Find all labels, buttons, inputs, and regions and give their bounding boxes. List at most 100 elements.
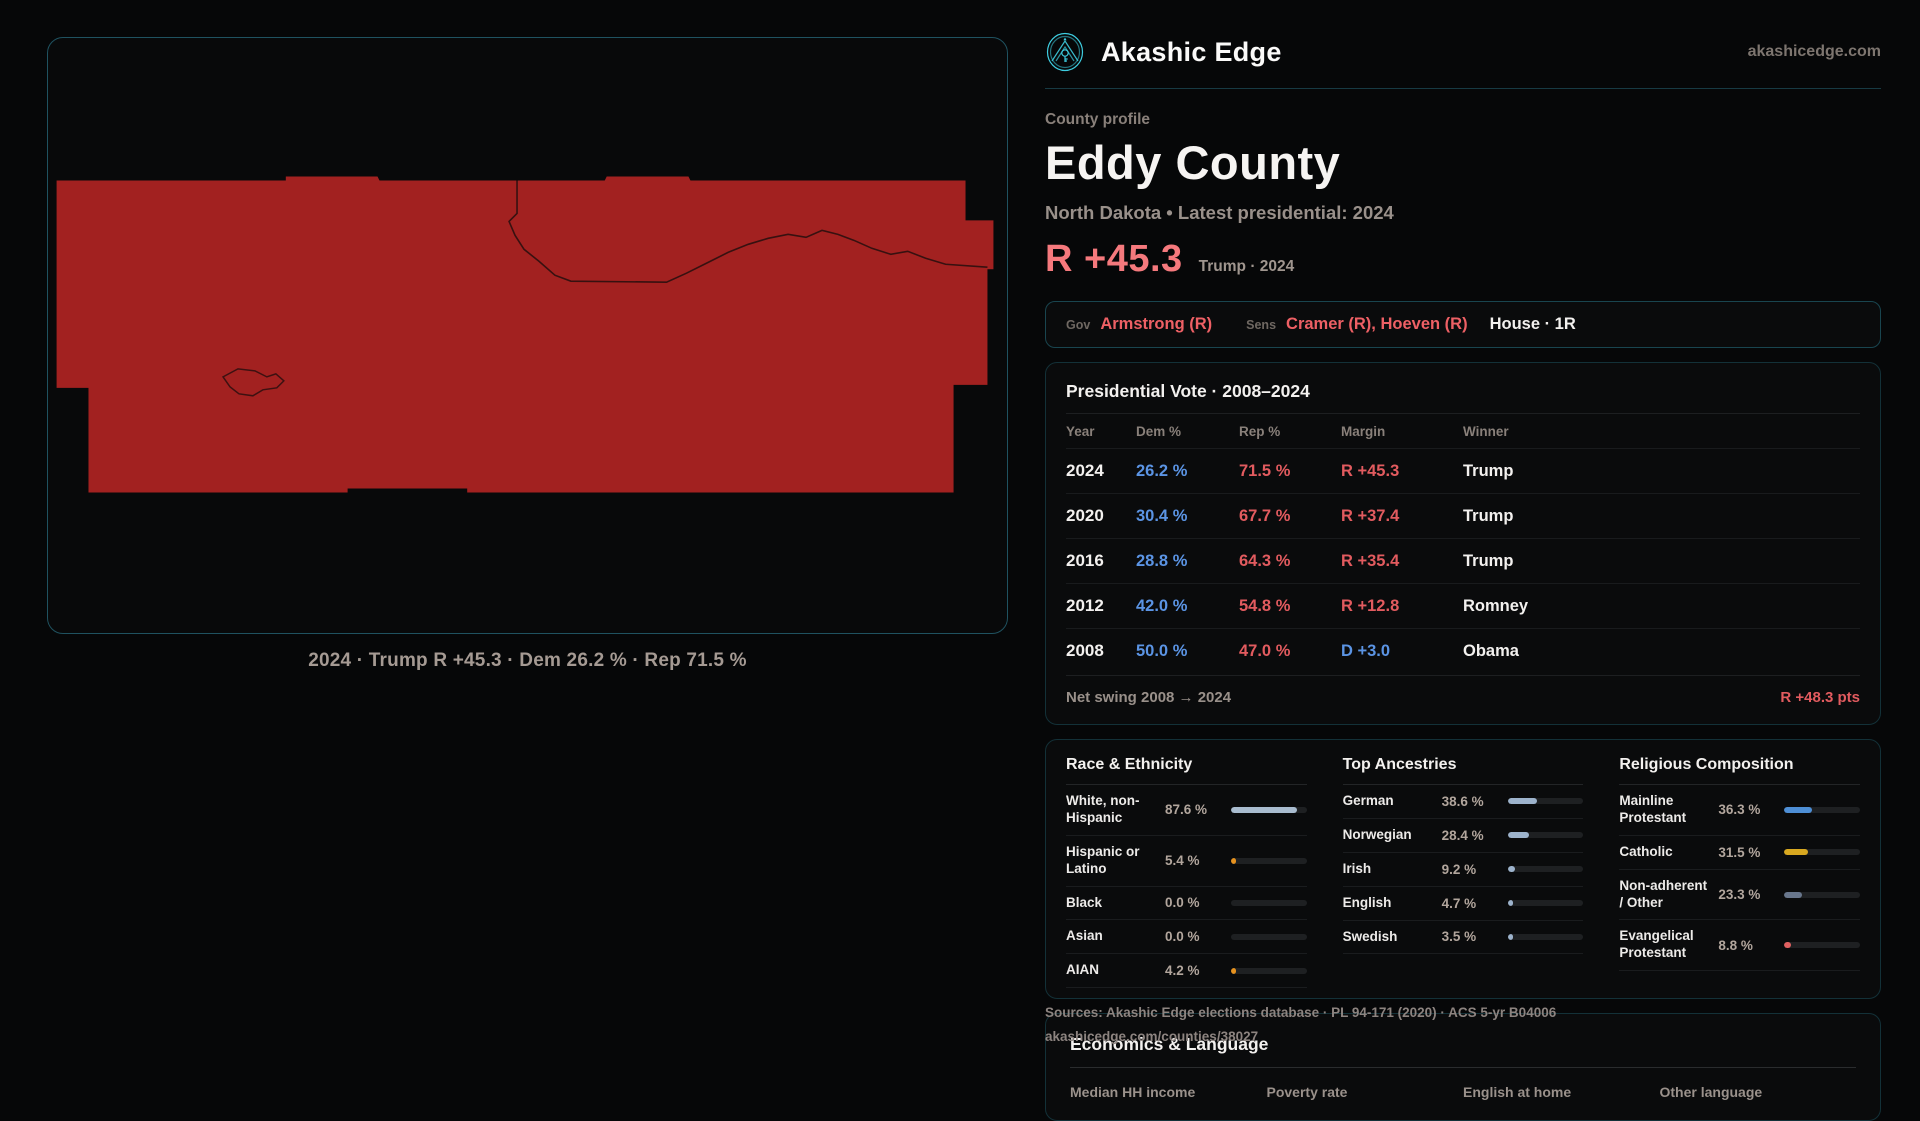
- pres-dem-cell: 50.0 %: [1136, 641, 1188, 660]
- pres-rep-cell: 67.7 %: [1239, 506, 1291, 525]
- demo-bar-fill: [1231, 806, 1298, 813]
- governor-name: Armstrong (R): [1100, 315, 1213, 333]
- demo-bar-fill: [1507, 866, 1515, 873]
- demo-value: 0.0 %: [1165, 895, 1200, 911]
- sens-label: Sens: [1246, 318, 1277, 332]
- demo-row: White, non-Hispanic 87.6 %: [1066, 785, 1307, 836]
- demo-bar-track: [1784, 891, 1860, 898]
- demo-bar-track: [1507, 798, 1584, 805]
- presidential-table-body: 2024 26.2 % 71.5 % R +45.3 Trump 2020 30.4 % 67…: [1066, 448, 1860, 673]
- latest-margin: R +45.3 Trump · 2024: [1045, 238, 1881, 281]
- econ-column-header: Other language: [1659, 1084, 1763, 1101]
- pres-column-header: Margin: [1341, 424, 1386, 439]
- demo-value: 3.5 %: [1441, 929, 1477, 945]
- demo-bar-fill: [1784, 942, 1791, 949]
- econ-column-header: Median HH income: [1070, 1084, 1196, 1101]
- demo-bar-track: [1231, 899, 1307, 906]
- demo-bar-track: [1784, 942, 1860, 949]
- presidential-vote-card: Presidential Vote · 2008–2024 Year Dem % R…: [1045, 362, 1881, 725]
- demo-row: AIAN 4.2 %: [1066, 954, 1307, 989]
- house-delegation: House · 1R: [1489, 315, 1576, 333]
- demo-row: Asian 0.0 %: [1066, 920, 1307, 955]
- demo-value: 87.6 %: [1165, 802, 1208, 818]
- pres-table-row: 2008 50.0 % 47.0 % D +3.0 Obama: [1066, 628, 1860, 673]
- top-ancestries-title: Top Ancestries: [1342, 756, 1584, 785]
- demo-bar-fill: [1507, 900, 1513, 907]
- demo-label: Catholic: [1619, 843, 1673, 859]
- pres-table-row: 2024 26.2 % 71.5 % R +45.3 Trump: [1066, 448, 1860, 493]
- demo-bar-fill: [1231, 857, 1236, 864]
- demo-value: 5.4 %: [1165, 853, 1200, 869]
- pres-winner-cell: Trump: [1463, 506, 1514, 525]
- pres-margin-cell: D +3.0: [1341, 641, 1391, 660]
- officials-bar: Gov Armstrong (R) Sens Cramer (R), Hoeve…: [1045, 301, 1881, 348]
- akashic-edge-logo-icon[interactable]: [1045, 32, 1085, 72]
- pres-winner-cell: Trump: [1463, 551, 1514, 570]
- pres-rep-cell: 47.0 %: [1239, 641, 1291, 660]
- net-swing-label: Net swing 2008 → 2024: [1066, 689, 1232, 706]
- demo-row: Non-adherent / Other 23.3 %: [1619, 870, 1860, 921]
- demo-label: Black: [1066, 894, 1103, 910]
- demo-bar-track: [1507, 866, 1584, 873]
- site-link[interactable]: akashicedge.com: [1747, 43, 1881, 60]
- pres-year-cell: 2024: [1066, 461, 1104, 480]
- map-caption: 2024 · Trump R +45.3 · Dem 26.2 % · Rep …: [308, 650, 747, 671]
- demo-row: German 38.6 %: [1342, 785, 1584, 819]
- pres-dem-cell: 26.2 %: [1136, 461, 1188, 480]
- pres-winner-cell: Romney: [1463, 596, 1529, 615]
- pres-column-header: Winner: [1463, 424, 1509, 439]
- county-map-panel: [47, 37, 1008, 634]
- demo-label: Evangelical Protestant: [1619, 928, 1694, 961]
- pres-margin-cell: R +12.8: [1341, 596, 1400, 615]
- demo-row: Evangelical Protestant 8.8 %: [1619, 920, 1860, 972]
- economics-table-header: Median HH income Poverty rate English at h…: [1070, 1084, 1856, 1100]
- pres-year-cell: 2012: [1066, 596, 1104, 615]
- demo-value: 23.3 %: [1718, 887, 1761, 902]
- pres-rep-cell: 71.5 %: [1239, 461, 1291, 480]
- religious-composition-title: Religious Composition: [1619, 756, 1860, 785]
- demo-value: 8.8 %: [1718, 937, 1753, 953]
- senators-names: Cramer (R), Hoeven (R): [1286, 315, 1468, 333]
- demo-row: Irish 9.2 %: [1342, 853, 1584, 887]
- demo-bar-track: [1231, 806, 1307, 813]
- pres-margin-cell: R +35.4: [1341, 551, 1400, 570]
- demo-value: 36.3 %: [1718, 802, 1761, 818]
- demo-bar-fill: [1784, 806, 1812, 813]
- demographics-card: Race & Ethnicity White, non-Hispanic 87.6…: [1045, 739, 1881, 1000]
- presidential-table-header: Year Dem % Rep % Margin Winner: [1066, 414, 1860, 448]
- gov-label: Gov: [1066, 318, 1091, 332]
- demo-bar-track: [1507, 933, 1584, 940]
- pres-rep-cell: 64.3 %: [1239, 551, 1291, 570]
- demo-row: Swedish 3.5 %: [1342, 921, 1584, 955]
- page-title: Eddy County: [1045, 136, 1341, 189]
- margin-context: Trump · 2024: [1198, 258, 1295, 275]
- pres-winner-cell: Obama: [1463, 641, 1519, 660]
- net-swing-row: Net swing 2008 → 2024 R +48.3 pts: [1066, 675, 1860, 710]
- demo-bar-track: [1231, 967, 1307, 974]
- pres-year-cell: 2020: [1066, 506, 1104, 525]
- demo-value: 31.5 %: [1718, 844, 1761, 860]
- demo-bar-track: [1784, 806, 1860, 813]
- pres-year-cell: 2008: [1066, 641, 1104, 660]
- demo-bar-track: [1507, 832, 1584, 839]
- pres-winner-cell: Trump: [1463, 461, 1514, 480]
- demo-value: 4.7 %: [1441, 895, 1477, 911]
- divider: [1070, 1067, 1856, 1069]
- demo-bar-fill: [1784, 891, 1802, 898]
- demo-label: German: [1342, 793, 1394, 808]
- demo-label: Norwegian: [1342, 826, 1412, 842]
- demo-bar-fill: [1507, 933, 1513, 940]
- pres-year-cell: 2016: [1066, 551, 1104, 570]
- pres-column-header: Dem %: [1136, 424, 1182, 439]
- county-map: [56, 176, 994, 493]
- demo-label: English: [1342, 894, 1392, 910]
- demo-label: Mainline Protestant: [1619, 793, 1687, 825]
- race-ethnicity-title: Race & Ethnicity: [1066, 756, 1307, 785]
- demo-label: White, non-Hispanic: [1066, 793, 1140, 825]
- demo-bar-fill: [1507, 798, 1537, 805]
- demo-label: Asian: [1066, 928, 1103, 944]
- demo-value: 28.4 %: [1441, 827, 1484, 843]
- page-subtitle: North Dakota • Latest presidential: 2024: [1045, 202, 1394, 223]
- pres-column-header: Year: [1066, 424, 1095, 439]
- app-header: Akashic Edge akashicedge.com: [1045, 0, 1881, 72]
